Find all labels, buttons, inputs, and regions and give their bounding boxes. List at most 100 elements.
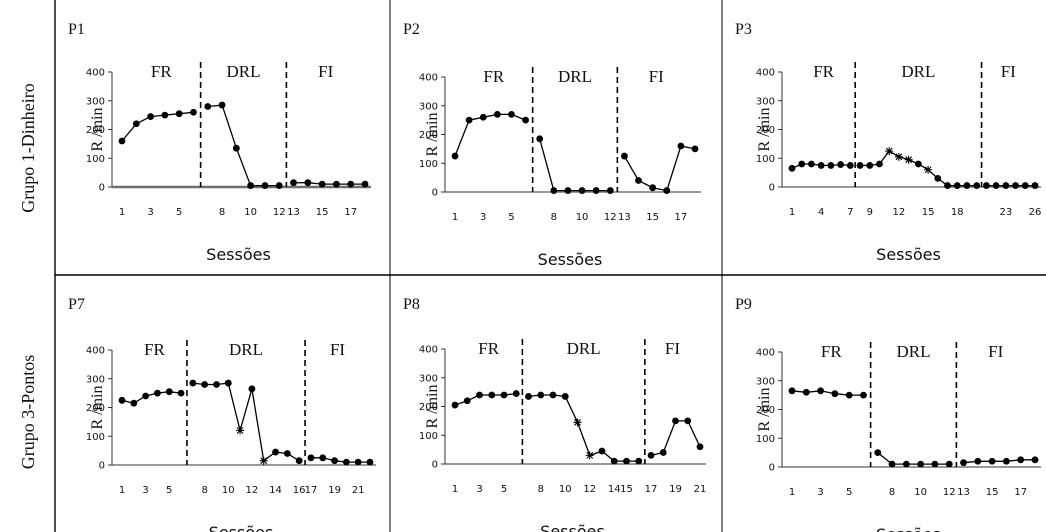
x-tick-label: 3 (476, 484, 482, 495)
panel-p8: P8 R /min 0 100 200 300 400 FR DRL FI 1 3 5 8 10 12 14 15… (403, 296, 706, 532)
data-point (218, 101, 226, 109)
y-tick-label: 100 (419, 159, 438, 170)
x-axis-label: Sessões (538, 250, 603, 269)
y-tick-label: 100 (86, 432, 105, 443)
data-point (610, 457, 618, 465)
data-point (261, 182, 269, 189)
data-point (934, 174, 942, 182)
phase-label: FI (1001, 62, 1016, 81)
data-point (1017, 456, 1025, 464)
data-point (366, 458, 374, 466)
data-point (691, 145, 699, 153)
data-point (1002, 182, 1010, 189)
x-tick-label: 8 (551, 212, 557, 223)
data-point (974, 457, 982, 465)
data-point (550, 187, 558, 194)
y-tick-label: 400 (419, 345, 438, 356)
x-tick-label: 9 (867, 207, 873, 218)
series-line (791, 390, 864, 396)
data-point (361, 180, 369, 188)
x-tick-label: 10 (559, 484, 572, 495)
x-tick-label: 10 (914, 487, 927, 498)
data-point (224, 379, 232, 387)
y-tick-label: 0 (432, 460, 438, 471)
y-tick-label: 100 (419, 431, 438, 442)
data-point (118, 137, 126, 145)
x-tick-label: 19 (328, 485, 341, 496)
phase-label: FR (821, 342, 842, 361)
y-tick-label: 400 (756, 68, 775, 79)
y-tick-label: 300 (86, 96, 105, 107)
data-point (213, 381, 220, 388)
phase-label: FI (318, 62, 333, 81)
phase-label: FI (665, 339, 680, 358)
x-tick-label: 1 (789, 487, 795, 498)
data-point (684, 417, 692, 425)
data-point (585, 451, 594, 460)
data-point (663, 187, 671, 194)
data-point (247, 182, 255, 189)
data-point (1021, 182, 1029, 189)
x-tick-label: 8 (219, 207, 225, 218)
y-tick-label: 300 (419, 101, 438, 112)
data-point (973, 182, 981, 189)
x-tick-label: 3 (142, 485, 148, 496)
data-point (788, 164, 796, 172)
row-label-grupo-1: Grupo 1-Dinheiro (18, 83, 38, 212)
y-axis-label: R /min (89, 107, 106, 151)
data-point (846, 162, 854, 169)
y-tick-label: 0 (99, 183, 105, 194)
data-point (885, 147, 894, 156)
x-tick-label: 13 (618, 212, 631, 223)
data-point (623, 457, 630, 465)
data-point (161, 111, 169, 119)
data-point (342, 458, 350, 466)
data-point (945, 460, 953, 468)
x-axis-label: Sessões (540, 522, 605, 532)
data-point (860, 391, 867, 399)
phase-label: FI (988, 342, 1003, 361)
series-line (877, 452, 950, 465)
data-point (463, 397, 471, 405)
x-tick-label: 26 (1029, 207, 1042, 218)
data-point (888, 460, 896, 468)
data-point (894, 152, 903, 161)
series-line (623, 145, 696, 192)
data-point (988, 457, 996, 465)
x-tick-label: 19 (669, 484, 682, 495)
y-tick-label: 400 (419, 73, 438, 84)
data-point (992, 182, 1000, 189)
y-axis-label: R /min (89, 385, 106, 429)
x-tick-label: 15 (646, 212, 659, 223)
x-tick-label: 5 (176, 207, 182, 218)
data-point (672, 417, 679, 425)
phase-label: FR (813, 62, 834, 81)
data-point (536, 135, 544, 143)
data-point (983, 182, 990, 189)
data-point (960, 459, 967, 467)
x-tick-label: 8 (538, 484, 544, 495)
data-point (130, 399, 138, 407)
data-point (1031, 182, 1039, 189)
series-line (963, 459, 1035, 464)
data-point (549, 391, 557, 399)
y-tick-label: 400 (756, 348, 775, 359)
y-tick-label: 400 (86, 346, 105, 357)
x-tick-label: 8 (201, 485, 207, 496)
data-point (649, 184, 657, 192)
data-point (290, 179, 297, 187)
phase-label: DRL (897, 342, 931, 361)
phase-label: FR (483, 67, 504, 86)
data-point (808, 160, 815, 168)
x-axis-label: Sessões (206, 245, 271, 264)
data-point (132, 120, 140, 128)
data-point (902, 460, 910, 468)
y-tick-label: 100 (756, 434, 775, 445)
y-tick-label: 300 (756, 96, 775, 107)
data-point (175, 110, 183, 118)
data-point (476, 391, 483, 399)
x-tick-label: 5 (501, 484, 507, 495)
x-tick-label: 21 (352, 485, 365, 496)
x-tick-label: 5 (508, 212, 514, 223)
x-tick-label: 15 (316, 207, 329, 218)
